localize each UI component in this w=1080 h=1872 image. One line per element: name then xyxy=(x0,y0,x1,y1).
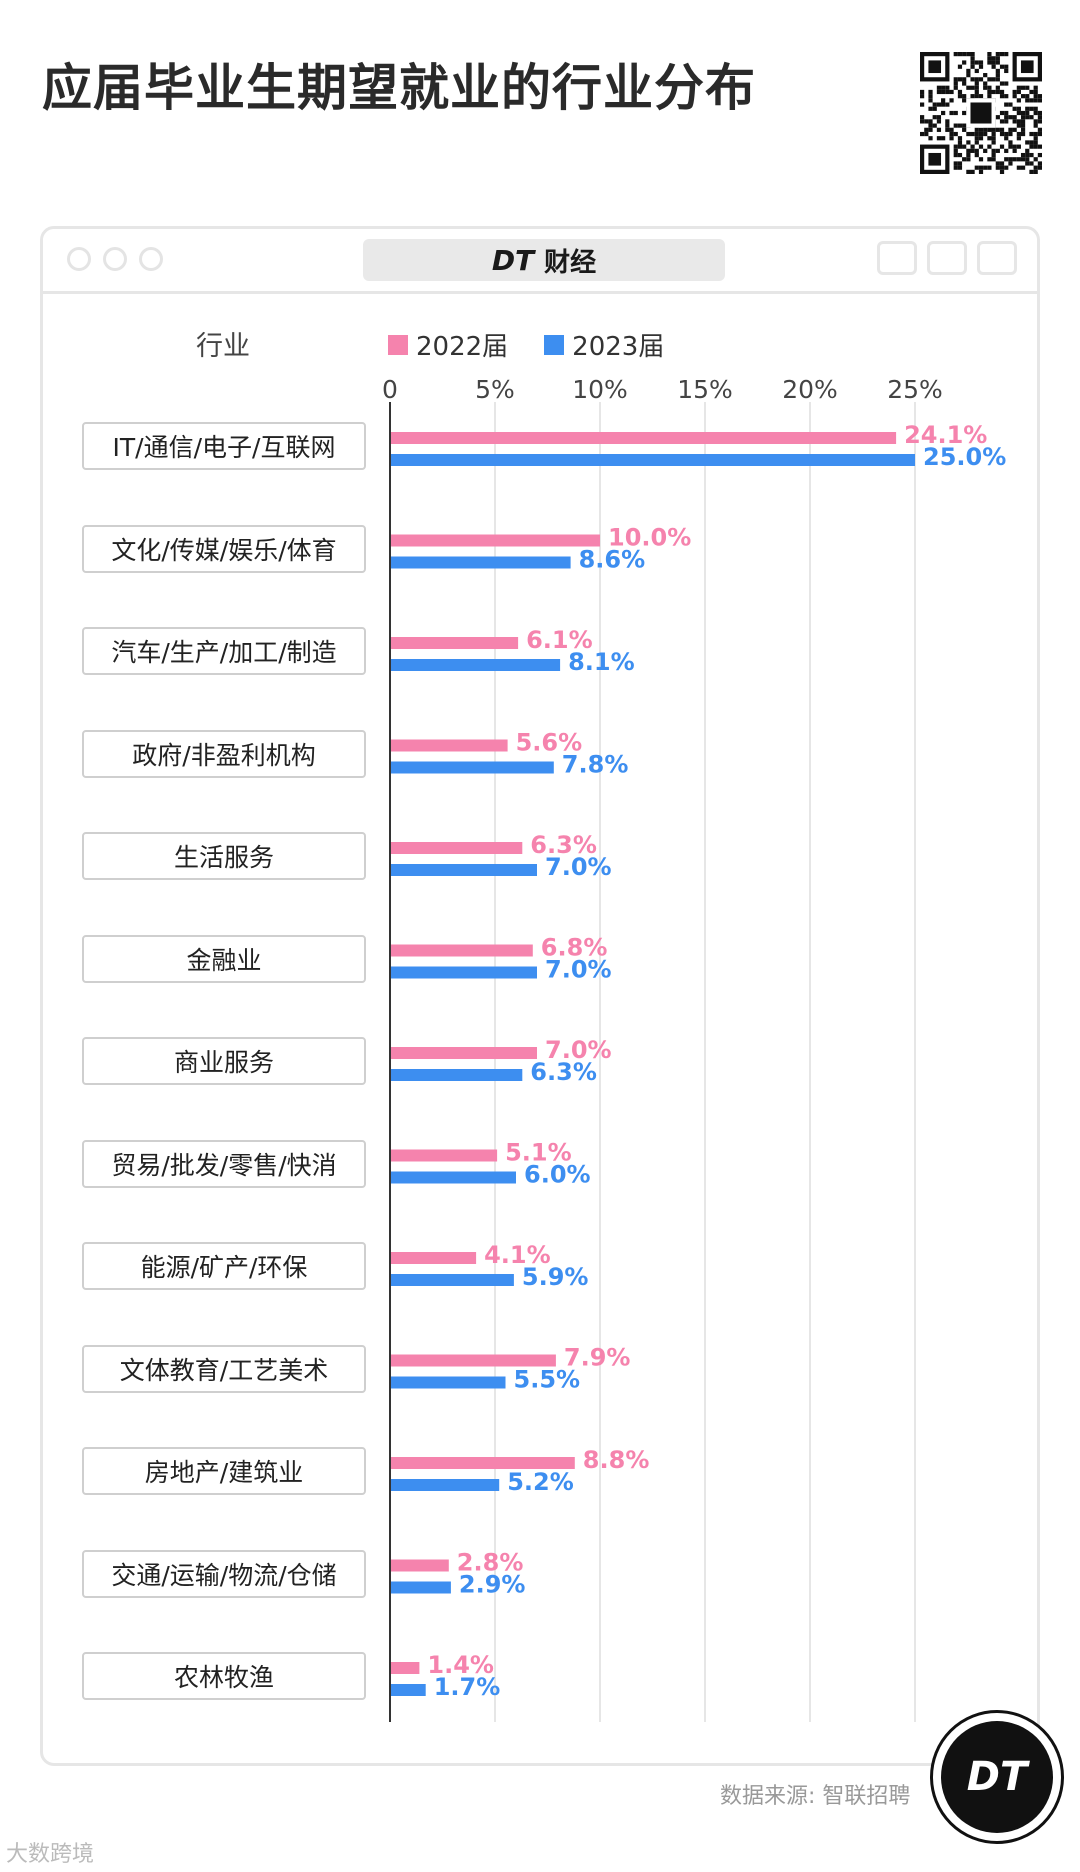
data-label-2022: 8.8% xyxy=(583,1446,650,1474)
dt-logo-text: DT xyxy=(941,1721,1053,1833)
brand-address-bar: DT 财经 xyxy=(363,239,725,281)
category-label: 生活服务 xyxy=(82,832,366,880)
bar-2023 xyxy=(391,659,561,671)
legend-item-2023: 2023届 xyxy=(544,326,664,363)
close-dot-icon xyxy=(67,247,91,271)
category-label: 能源/矿产/环保 xyxy=(82,1242,366,1290)
category-header: 行业 xyxy=(196,331,250,362)
data-label-2022: 10.0% xyxy=(608,524,691,552)
record-icon xyxy=(877,241,917,275)
brand-name: 财经 xyxy=(544,247,597,278)
share-icon xyxy=(927,241,967,275)
page-title: 应届毕业生期望就业的行业分布 xyxy=(42,59,756,117)
legend-item-2022: 2022届 xyxy=(388,326,508,363)
data-label-2023: 7.8% xyxy=(562,751,629,779)
x-tick-label: 20% xyxy=(782,375,838,404)
category-label: IT/通信/电子/互联网 xyxy=(82,422,366,470)
data-label-2023: 25.0% xyxy=(923,443,1006,471)
x-tick-label: 5% xyxy=(475,375,515,404)
data-label-2022: 24.1% xyxy=(904,421,987,449)
category-label: 政府/非盈利机构 xyxy=(82,729,366,778)
category-label: 文化/传媒/娱乐/体育 xyxy=(82,524,366,573)
data-label-2022: 1.4% xyxy=(427,1651,494,1679)
category-label: 金融业 xyxy=(82,934,366,983)
qr-code-pattern xyxy=(920,52,1042,174)
data-label-2023: 6.0% xyxy=(524,1161,591,1189)
data-label-2022: 4.1% xyxy=(484,1241,551,1269)
bar-2022 xyxy=(391,534,600,547)
legend: 2022届 2023届 xyxy=(388,326,700,363)
bar-2023 xyxy=(391,454,915,466)
qr-code xyxy=(920,52,1042,174)
bar-2022 xyxy=(391,1559,449,1572)
x-tick-label: 25% xyxy=(887,375,943,404)
data-label-2022: 7.0% xyxy=(545,1036,612,1064)
bar-2022 xyxy=(391,1354,556,1367)
bar-2023 xyxy=(391,761,554,774)
data-label-2023: 8.6% xyxy=(579,546,646,574)
bar-2022 xyxy=(391,432,897,444)
data-label-2022: 6.1% xyxy=(526,626,593,654)
legend-swatch-2023 xyxy=(544,334,565,355)
data-label-2022: 6.3% xyxy=(530,831,597,859)
bar-2023 xyxy=(391,1274,514,1286)
bar-2023 xyxy=(391,1684,426,1696)
legend-label-2022: 2022届 xyxy=(416,332,509,362)
data-source: 数据来源: 智联招聘 xyxy=(720,1784,911,1809)
data-label-2023: 8.1% xyxy=(568,648,635,676)
data-label-2023: 7.0% xyxy=(545,956,612,984)
data-label-2023: 2.9% xyxy=(459,1571,526,1599)
bar-2023 xyxy=(391,1581,451,1594)
data-label-2023: 5.5% xyxy=(514,1366,581,1394)
maximize-dot-icon xyxy=(139,247,163,271)
bar-2022 xyxy=(391,944,533,957)
x-tick-label: 0 xyxy=(382,375,398,404)
bar-2023 xyxy=(391,1479,500,1491)
data-label-2023: 5.9% xyxy=(522,1263,589,1291)
bar-2022 xyxy=(391,1662,420,1674)
category-label: 交通/运输/物流/仓储 xyxy=(82,1549,366,1598)
data-label-2023: 1.7% xyxy=(434,1673,501,1701)
x-tick-label: 15% xyxy=(677,375,733,404)
bar-2022 xyxy=(391,1149,498,1162)
minimize-dot-icon xyxy=(103,247,127,271)
bar-2023 xyxy=(391,1171,516,1184)
bar-2023 xyxy=(391,966,537,979)
window-copy-icon xyxy=(977,241,1017,275)
bar-2022 xyxy=(391,1457,575,1469)
category-label: 房地产/建筑业 xyxy=(82,1447,366,1495)
bar-2023 xyxy=(391,864,537,876)
category-label: 汽车/生产/加工/制造 xyxy=(82,627,366,675)
category-label: 贸易/批发/零售/快消 xyxy=(82,1139,366,1188)
bar-2022 xyxy=(391,739,508,752)
data-label-2023: 5.2% xyxy=(507,1468,574,1496)
bar-2022 xyxy=(391,637,519,649)
bar-2023 xyxy=(391,556,571,569)
data-label-2023: 6.3% xyxy=(530,1058,597,1086)
bar-2022 xyxy=(391,842,523,854)
bar-2022 xyxy=(391,1047,537,1059)
legend-swatch-2022 xyxy=(388,334,408,355)
data-label-2022: 7.9% xyxy=(564,1344,631,1372)
bar-2023 xyxy=(391,1376,506,1389)
category-label: 商业服务 xyxy=(82,1037,366,1085)
brand-mark: DT xyxy=(491,243,535,277)
browser-window-frame: DT 财经 xyxy=(40,226,1040,1766)
x-tick-label: 10% xyxy=(572,375,628,404)
dt-logo-badge: DT xyxy=(930,1710,1064,1844)
data-label-2023: 7.0% xyxy=(545,853,612,881)
data-label-2022: 6.8% xyxy=(541,934,608,962)
legend-label-2023: 2023届 xyxy=(572,332,665,362)
bar-2022 xyxy=(391,1252,477,1264)
watermark: 大数跨境 xyxy=(6,1842,95,1867)
data-label-2022: 2.8% xyxy=(457,1549,524,1577)
window-title-bar: DT 财经 xyxy=(43,229,1037,294)
data-label-2022: 5.6% xyxy=(516,729,583,757)
data-label-2022: 5.1% xyxy=(505,1139,572,1167)
category-label: 农林牧渔 xyxy=(82,1652,366,1700)
category-label: 文体教育/工艺美术 xyxy=(82,1344,366,1393)
bar-2023 xyxy=(391,1069,523,1081)
